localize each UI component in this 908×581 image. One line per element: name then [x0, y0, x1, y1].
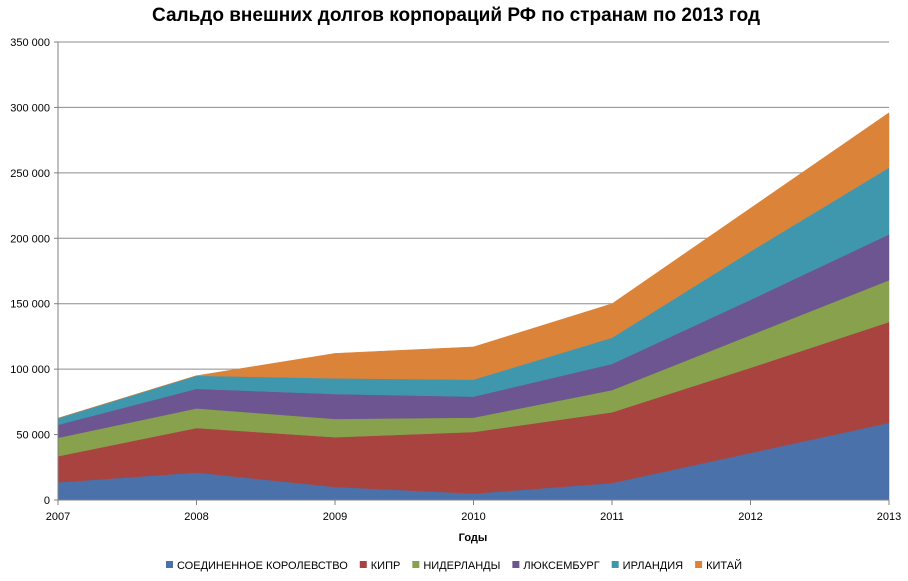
x-axis-title: Годы	[459, 532, 488, 544]
legend-swatch-3	[412, 561, 420, 568]
y-tick-label: 100 000	[10, 364, 50, 376]
legend-swatch-6	[695, 561, 703, 568]
y-tick-label: 300 000	[10, 102, 50, 114]
legend-swatch-4	[512, 561, 520, 568]
legend: СОЕДИНЕННОЕ КОРОЛЕВСТВО КИПР НИДЕРЛАНДЫ ЛЮК…	[165, 559, 742, 572]
x-tick-label: 2010	[461, 511, 485, 523]
legend-swatch-2	[359, 561, 367, 568]
x-tick-label: 2013	[877, 511, 901, 523]
y-tick-label: 200 000	[10, 233, 50, 245]
legend-swatch-5	[611, 561, 619, 568]
x-tick-label: 2007	[46, 511, 70, 523]
area-layer	[57, 112, 890, 501]
y-tick-label: 0	[44, 495, 50, 507]
x-tick-label: 2011	[600, 511, 624, 523]
area-series-6	[57, 112, 890, 419]
grid-layer	[58, 41, 889, 436]
legend-label-5: ИРЛАНДИЯ	[623, 560, 683, 572]
y-tick-label: 250 000	[10, 168, 50, 180]
chart-title: Сальдо внешних долгов корпораций РФ по с…	[152, 5, 760, 26]
y-tick-label: 350 000	[10, 37, 50, 49]
x-tick-label: 2012	[738, 511, 762, 523]
x-tick-label: 2009	[323, 511, 347, 523]
legend-swatch-1	[165, 561, 173, 568]
legend-label-3: НИДЕРЛАНДЫ	[423, 560, 500, 572]
x-tick-label: 2008	[184, 511, 208, 523]
y-tick-label: 150 000	[10, 299, 50, 311]
y-tick-label: 50 000	[16, 430, 50, 442]
axis-layer: 0 50 000 100 000 150 000 200 000 250 000 300 0…	[10, 37, 901, 523]
legend-label-1: СОЕДИНЕННОЕ КОРОЛЕВСТВО	[177, 560, 348, 572]
legend-label-2: КИПР	[371, 560, 401, 572]
legend-label-4: ЛЮКСЕМБУРГ	[523, 560, 599, 572]
legend-label-6: КИТАЙ	[706, 559, 742, 572]
